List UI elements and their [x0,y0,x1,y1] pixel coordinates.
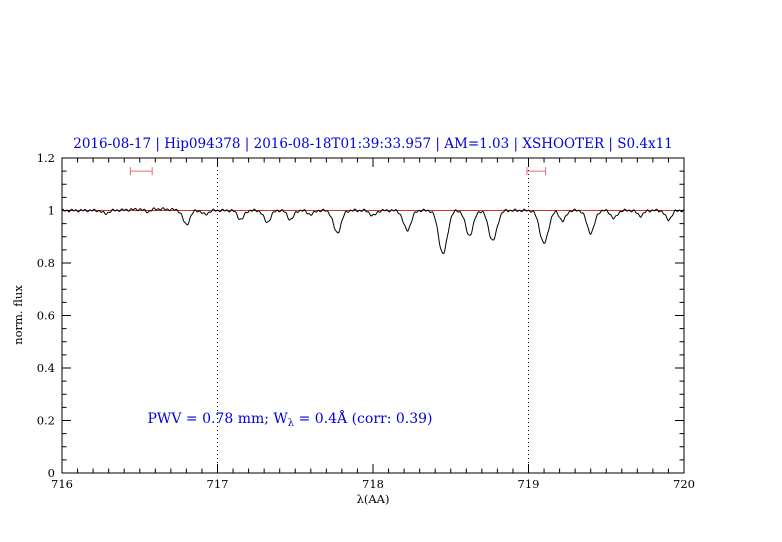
svg-text:0.2: 0.2 [37,414,55,428]
chart-title: 2016-08-17 | Hip094378 | 2016-08-18T01:3… [73,136,673,152]
svg-text:717: 717 [207,477,229,491]
svg-text:718: 718 [362,477,384,491]
svg-text:1: 1 [48,204,55,218]
svg-text:716: 716 [51,477,73,491]
axis-tick-labels: 716 717 718 719 720 0 0.2 0.4 0.6 0.8 1 1.2 [37,151,695,491]
svg-text:0.6: 0.6 [37,309,55,323]
svg-text:719: 719 [518,477,540,491]
pwv-annotation: PWV = 0.78 mm; Wλ = 0.4Å (corr: 0.39) [148,409,433,429]
y-axis-label: norm. flux [11,285,25,345]
spectrum-line [61,207,685,255]
svg-text:0.8: 0.8 [37,256,55,270]
svg-text:1.2: 1.2 [37,151,55,165]
svg-text:0: 0 [48,466,55,480]
range-markers [129,167,547,176]
svg-text:720: 720 [673,477,695,491]
axis-ticks [61,157,685,474]
x-axis-label: λ(AA) [357,492,390,506]
svg-text:0.4: 0.4 [37,361,55,375]
